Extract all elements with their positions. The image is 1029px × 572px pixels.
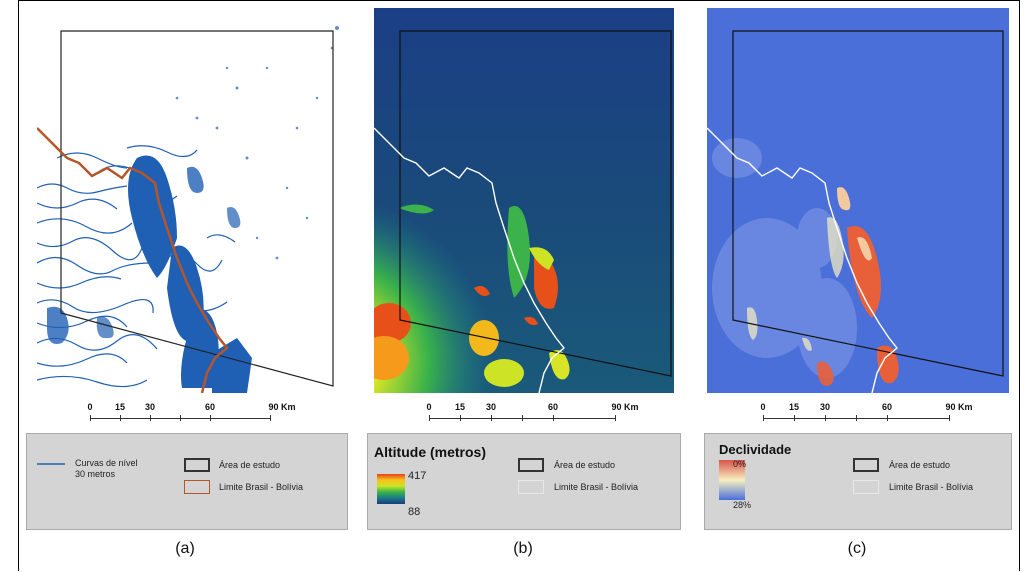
study-area-label: Área de estudo	[889, 460, 951, 470]
legend-a: Curvas de nível 30 metros Área de estudo…	[26, 433, 348, 530]
altitude-legend-title: Altitude (metros)	[374, 444, 486, 460]
study-area-swatch	[184, 458, 210, 472]
legend-b: Altitude (metros) 417 88 Área de estudo …	[367, 433, 681, 530]
study-area-swatch	[853, 458, 879, 472]
scale-tick-label: 90 Km	[268, 402, 296, 412]
slope-max-label: 28%	[733, 500, 752, 510]
contour-line-swatch	[37, 463, 65, 465]
panel-caption-c: (c)	[847, 540, 867, 557]
study-area-label: Área de estudo	[219, 460, 281, 470]
altitude-color-ramp	[377, 474, 405, 504]
scale-bar-b: 0 15 30 60 90 Km	[426, 402, 639, 430]
scale-tick-label: 60	[204, 402, 216, 412]
scale-bar-c: 0 15 30 60 90 Km	[760, 402, 973, 430]
map-panel-b	[374, 8, 674, 393]
slope-legend-title: Declividade	[719, 442, 792, 457]
border-label: Limite Brasil - Bolívia	[554, 482, 639, 492]
border-swatch	[184, 480, 210, 494]
contour-legend-label: Curvas de nível 30 metros	[75, 458, 138, 479]
scale-tick-label: 15	[788, 402, 800, 412]
border-label: Limite Brasil - Bolívia	[889, 482, 974, 492]
border-swatch	[518, 480, 544, 494]
scale-tick-label: 15	[454, 402, 466, 412]
figure-frame	[18, 0, 1020, 571]
map-panel-c	[707, 8, 1009, 393]
panel-caption-a: (a)	[175, 540, 195, 557]
altitude-min-label: 88	[408, 506, 421, 518]
scale-tick-label: 30	[144, 402, 156, 412]
scale-tick-label: 90 Km	[945, 402, 973, 412]
scale-tick-label: 0	[87, 402, 93, 412]
scale-tick-label: 0	[426, 402, 432, 412]
slope-map	[707, 8, 1009, 393]
border-label: Limite Brasil - Bolívia	[219, 482, 304, 492]
study-area-label: Área de estudo	[554, 460, 616, 470]
altitude-max-label: 417	[408, 470, 427, 482]
slope-color-ramp	[719, 460, 745, 500]
scale-tick-label: 60	[881, 402, 893, 412]
study-area-swatch	[518, 458, 544, 472]
map-panel-a	[37, 8, 344, 393]
contour-map	[37, 8, 344, 393]
scale-tick-label: 30	[819, 402, 831, 412]
panel-caption-b: (b)	[513, 540, 533, 557]
slope-min-label: 0%	[733, 459, 747, 469]
scale-tick-label: 90 Km	[611, 402, 639, 412]
scale-tick-label: 30	[485, 402, 497, 412]
border-swatch	[853, 480, 879, 494]
altitude-map	[374, 8, 674, 393]
scale-bar-a: 0 15 30 60 90 Km	[87, 402, 296, 430]
scale-tick-label: 15	[114, 402, 126, 412]
legend-c: Declividade 0% 28% Área de estudo Limite…	[704, 433, 1012, 530]
scale-tick-label: 0	[760, 402, 766, 412]
scale-tick-label: 60	[547, 402, 559, 412]
